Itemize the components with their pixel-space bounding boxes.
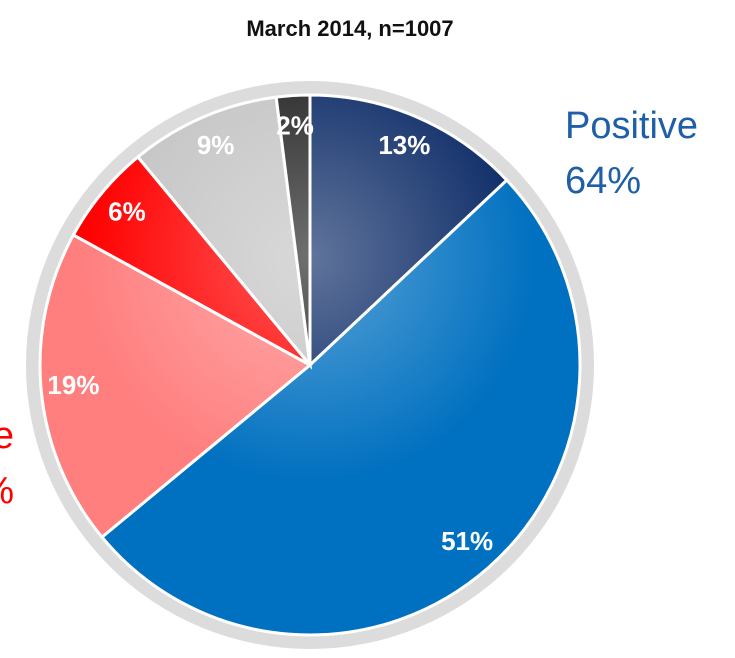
slice-label: 51% xyxy=(441,526,493,556)
slice-label: 19% xyxy=(47,370,99,400)
slice-label: 9% xyxy=(197,130,235,160)
annotation: Positive xyxy=(565,105,698,147)
slice-label: 13% xyxy=(378,130,430,160)
annotation: Negative xyxy=(0,415,14,457)
slice-label: 6% xyxy=(108,196,146,226)
slice-label: 2% xyxy=(276,111,314,141)
annotation: 25% xyxy=(0,470,14,512)
chart-title: March 2014, n=1007 xyxy=(246,16,453,41)
annotation: 64% xyxy=(565,160,641,202)
